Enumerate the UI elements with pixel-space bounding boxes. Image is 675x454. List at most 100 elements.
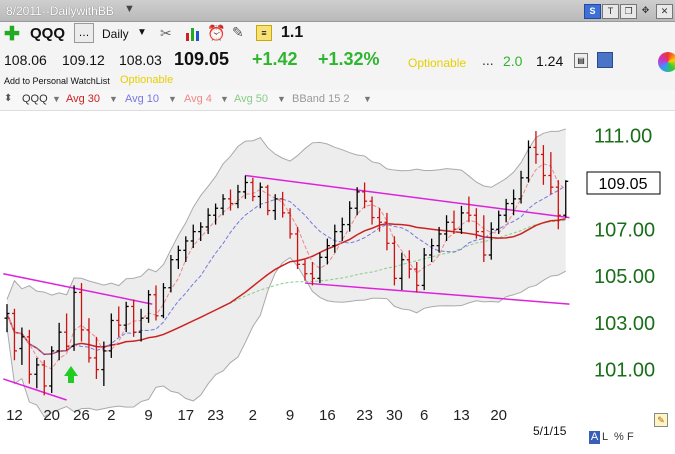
percent-scale-button[interactable]: %: [614, 431, 624, 443]
period-dropdown-icon[interactable]: ▼: [137, 27, 147, 38]
ohlc-bar: [406, 250, 412, 279]
ohlc-bar: [79, 283, 84, 342]
move-handle-icon[interactable]: ✥: [641, 5, 650, 15]
text-menu-icon[interactable]: T: [602, 4, 619, 19]
quote-change-pct: +1.32%: [318, 49, 380, 69]
ohlc-bar: [496, 210, 502, 234]
ohlc-bar: [503, 198, 509, 223]
ohlc-bar: [205, 208, 211, 234]
ohlc-bar: [168, 255, 174, 293]
legend-avg50[interactable]: Avg 50: [234, 93, 269, 105]
auto-scale-button[interactable]: A: [589, 431, 600, 444]
legend-expand-icon[interactable]: ⬍: [4, 93, 13, 104]
metric-a: 2.0: [503, 53, 523, 69]
trendline-lower-right[interactable]: [304, 282, 570, 305]
window-restore-icon[interactable]: ❐: [620, 4, 637, 19]
ohlc-bar: [377, 208, 382, 232]
ohlc-bar: [56, 322, 62, 361]
date-tick-label: 13: [453, 407, 470, 424]
ohlc-bar: [384, 212, 390, 251]
ohlc-bar: [183, 236, 189, 263]
title-dropdown-icon[interactable]: ▼: [124, 3, 135, 15]
quote-change: +1.42: [252, 49, 298, 69]
ohlc-bar: [436, 226, 442, 253]
window-close-icon[interactable]: ✕: [656, 4, 673, 19]
log-scale-button[interactable]: L: [602, 431, 609, 443]
ohlc-bar: [93, 336, 99, 379]
date-tick-label: 30: [386, 407, 403, 424]
ohlc-bar: [391, 236, 397, 286]
ohlc-bar: [421, 247, 427, 291]
alarm-clock-icon[interactable]: ⏰: [207, 25, 226, 42]
ohlc-bar: [265, 184, 271, 216]
price-tick-label: 101.00: [594, 360, 655, 382]
ohlc-bar: [101, 341, 107, 386]
tools-icon[interactable]: ✂: [160, 25, 172, 41]
symbol-link-icon[interactable]: S: [584, 4, 601, 19]
color-palette-icon[interactable]: [658, 52, 675, 72]
legend-symbol[interactable]: QQQ: [22, 93, 48, 105]
quote-high: 109.12: [62, 52, 105, 68]
ohlc-bar: [533, 131, 539, 164]
legend-bband-dropdown-icon[interactable]: ▼: [363, 94, 372, 104]
price-bars: [4, 131, 569, 396]
date-tick-label: 6: [420, 407, 428, 424]
fit-scale-button[interactable]: F: [627, 431, 634, 443]
legend-avg30-dropdown-icon[interactable]: ▼: [109, 94, 118, 104]
trendline-upper-left[interactable]: [3, 272, 153, 305]
symbol-field[interactable]: QQQ: [30, 25, 66, 42]
ohlc-bar: [26, 329, 32, 384]
ohlc-bar: [548, 152, 554, 195]
add-symbol-icon[interactable]: ✚: [4, 24, 20, 45]
ohlc-bar: [399, 252, 405, 291]
bar-chart-icon[interactable]: [184, 25, 202, 42]
legend-avg50-dropdown-icon[interactable]: ▼: [277, 94, 286, 104]
trendline-upper-right[interactable]: [245, 174, 570, 219]
ohlc-bar: [250, 177, 256, 202]
ohlc-bar: [287, 208, 293, 239]
ohlc-bar: [429, 238, 435, 263]
legend-avg4-dropdown-icon[interactable]: ▼: [220, 94, 229, 104]
edit-pencil-icon[interactable]: ✎: [654, 413, 668, 427]
date-tick-label: 17: [177, 407, 194, 424]
document-icon[interactable]: ▤: [574, 53, 588, 68]
buy-signal-icon: [64, 366, 78, 383]
symbol-search-button[interactable]: …: [74, 23, 94, 43]
save-icon[interactable]: [597, 52, 613, 68]
add-to-watchlist-link[interactable]: Add to Personal WatchList: [4, 76, 110, 86]
avg4-line: [6, 163, 567, 370]
quote-last: 109.05: [174, 49, 230, 69]
date-tick-label: 9: [286, 407, 294, 424]
trendline-lower-left[interactable]: [3, 378, 67, 401]
bollinger-band: [6, 128, 566, 418]
ohlc-bar: [242, 175, 248, 199]
ohlc-bar: [488, 222, 494, 260]
ohlc-bar: [272, 194, 278, 220]
more-indicator[interactable]: ...: [482, 52, 494, 68]
ohlc-bar: [511, 189, 517, 216]
legend-avg10-dropdown-icon[interactable]: ▼: [168, 94, 177, 104]
ohlc-bar: [518, 170, 524, 204]
legend-avg4[interactable]: Avg 4: [184, 93, 212, 105]
period-select[interactable]: Daily: [102, 27, 129, 41]
moving-averages: [6, 163, 567, 370]
legend-bband[interactable]: BBand 15 2: [292, 93, 350, 105]
ohlc-bar: [369, 196, 375, 225]
legend-avg10[interactable]: Avg 10: [125, 93, 160, 105]
ohlc-bar: [220, 194, 226, 216]
note-icon[interactable]: ≡: [256, 25, 272, 41]
ohlc-bar: [4, 304, 10, 333]
value-display: 1.1: [281, 24, 304, 41]
ohlc-bar: [123, 301, 129, 333]
price-tick-label: 105.00: [594, 266, 655, 288]
legend-symbol-dropdown-icon[interactable]: ▼: [52, 94, 61, 104]
date-tick-label: 23: [207, 407, 224, 424]
drawing-tool-icon[interactable]: ✎: [232, 24, 244, 40]
ohlc-bar: [190, 224, 196, 248]
ohlc-bar: [302, 259, 308, 281]
ohlc-bar: [160, 283, 166, 319]
legend-avg30[interactable]: Avg 30: [66, 93, 101, 105]
symbol-toolbar: ✚ QQQ … Daily ▼ ✂ ⏰ ✎ ≡ 1.1: [0, 22, 675, 46]
bottom-bar: 5/1/15 A L % F ✎: [0, 413, 675, 454]
